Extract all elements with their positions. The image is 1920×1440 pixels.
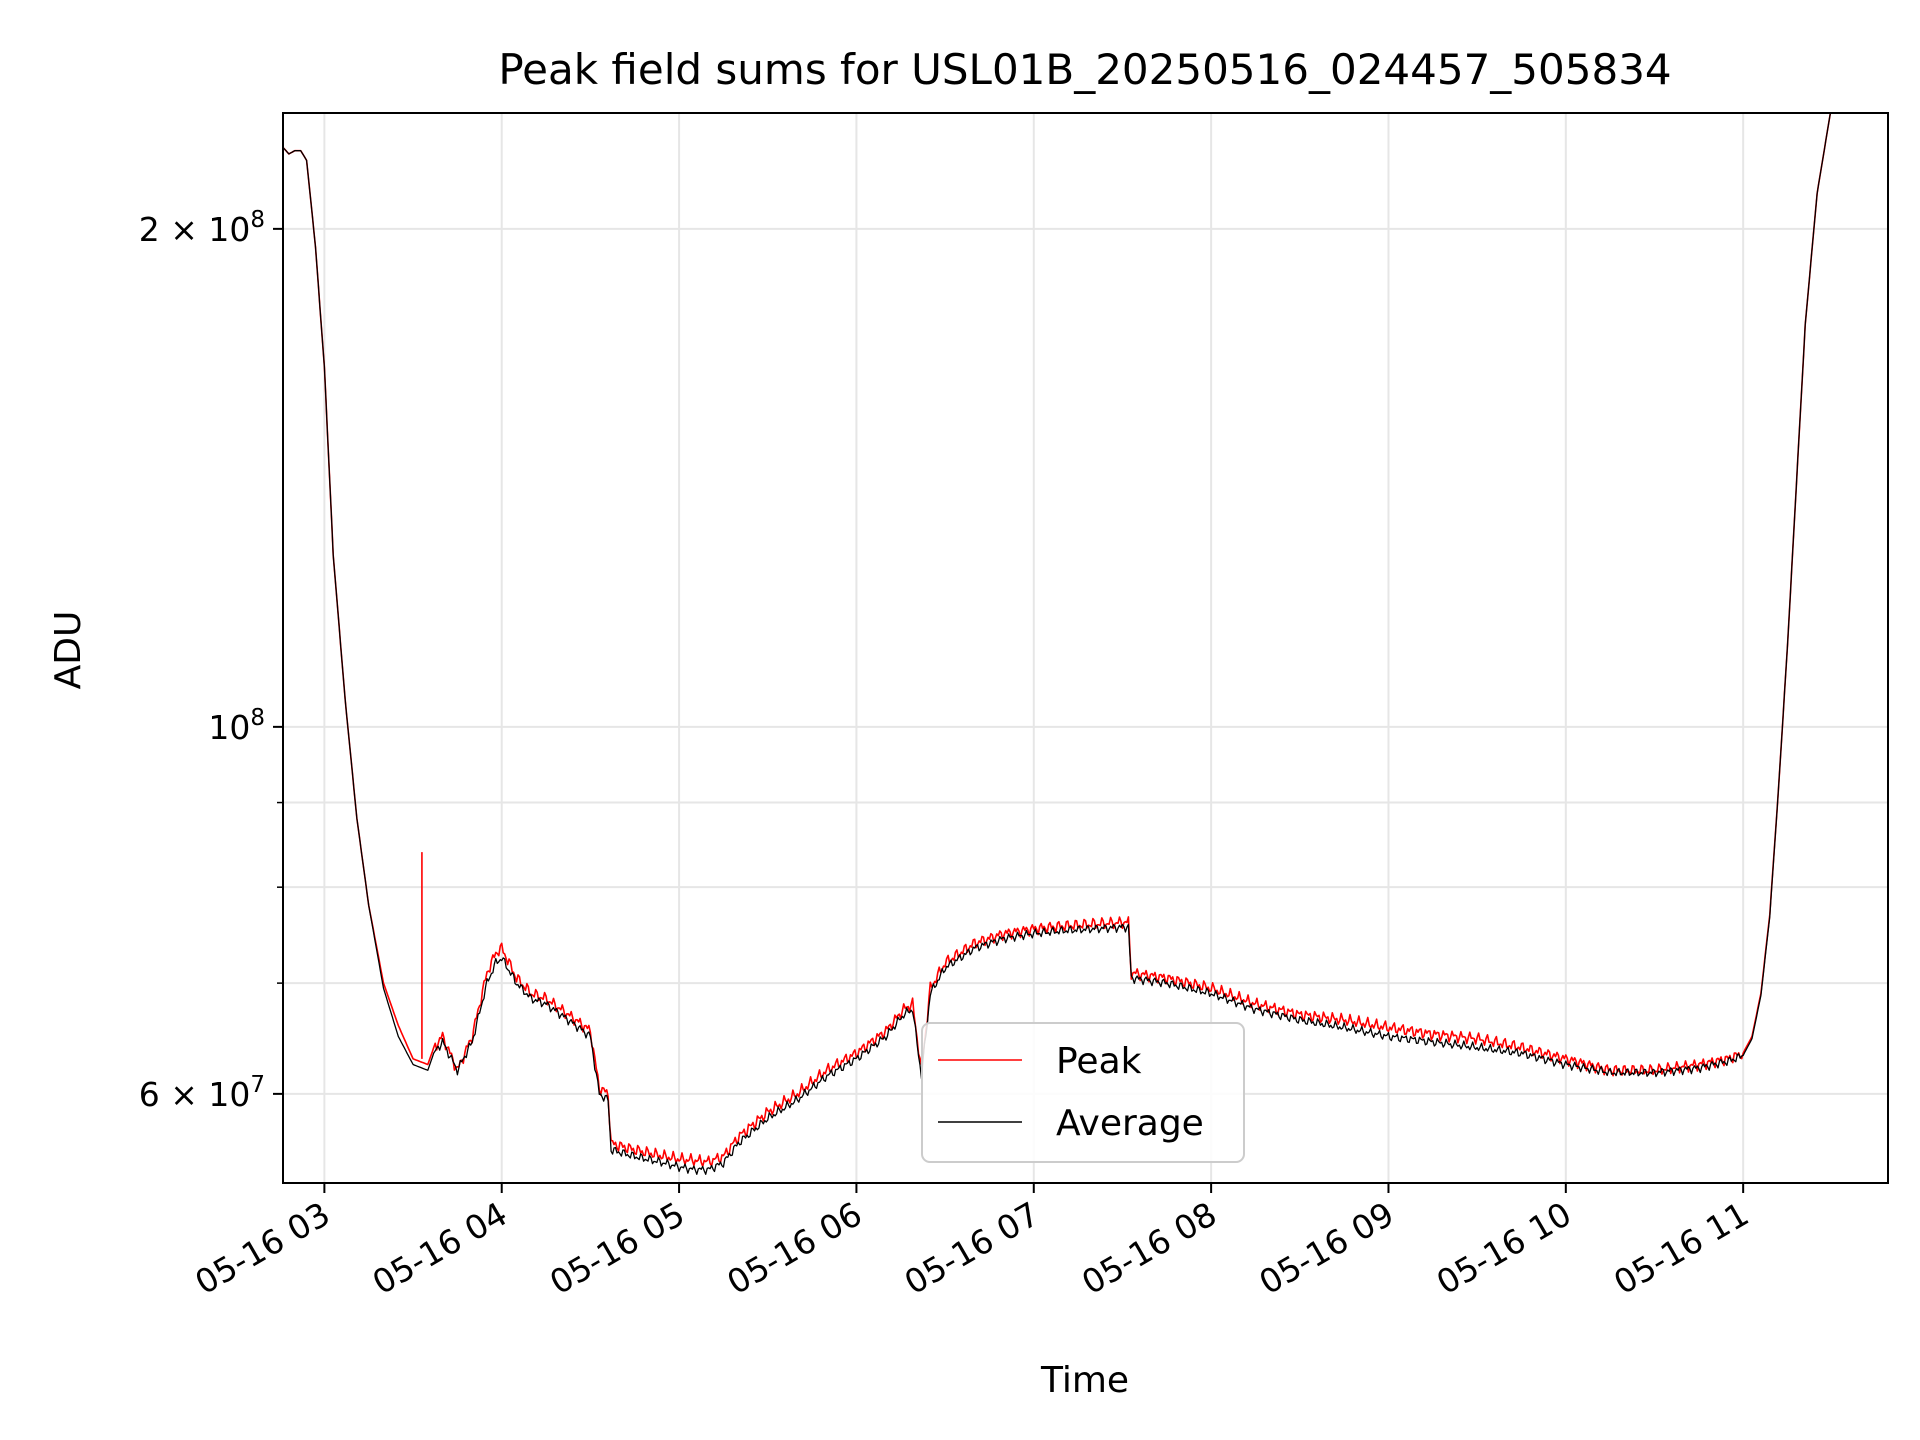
y-tick-label: 2 × 108 bbox=[139, 207, 265, 249]
x-axis-label: Time bbox=[1040, 1360, 1129, 1401]
y-tick-label: 6 × 107 bbox=[139, 1072, 265, 1114]
legend-box bbox=[921, 1022, 1245, 1163]
legend-label-average: Average bbox=[1056, 1103, 1204, 1144]
y-axis-label: ADU bbox=[48, 611, 89, 690]
plot-frame bbox=[282, 112, 1889, 1184]
y-tick-label: 108 bbox=[208, 705, 265, 747]
legend-label-peak: Peak bbox=[1056, 1041, 1142, 1082]
legend: Peak Average bbox=[921, 1022, 1245, 1163]
series-line-average bbox=[283, 113, 1832, 1175]
grid-layer bbox=[283, 113, 1888, 1183]
series-layer bbox=[283, 113, 1832, 1175]
chart-title: Peak field sums for USL01B_20250516_0244… bbox=[498, 45, 1671, 94]
